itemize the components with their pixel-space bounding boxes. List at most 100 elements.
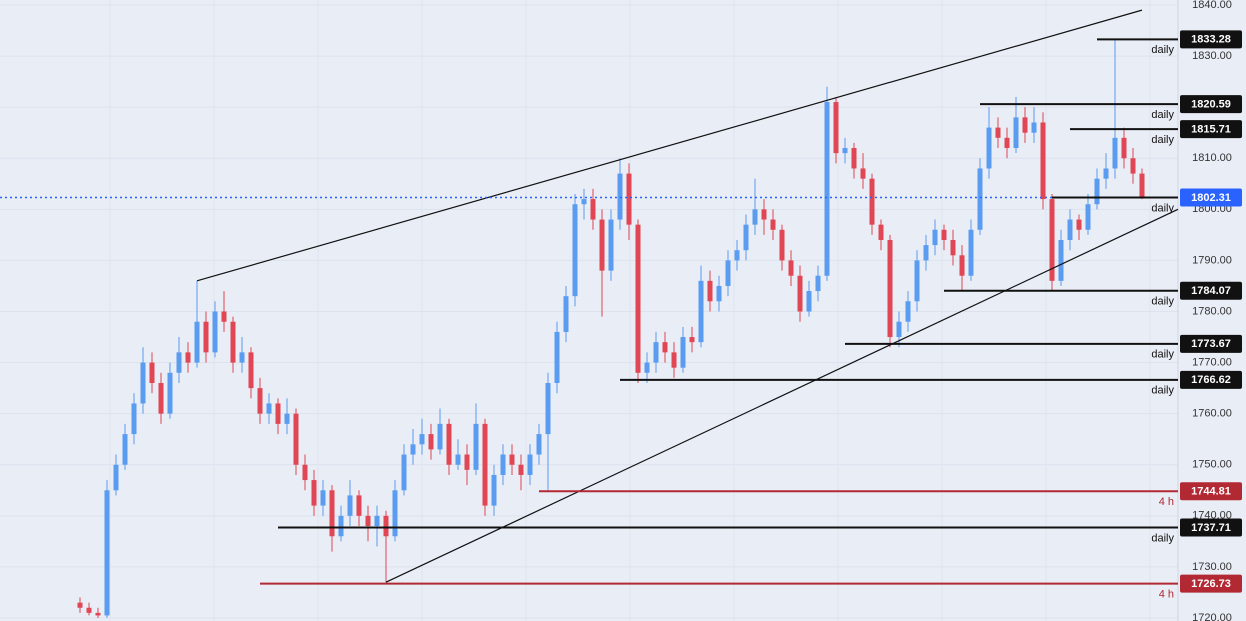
candle-body — [707, 280, 713, 302]
candle-body — [869, 178, 875, 225]
candle-body — [1121, 137, 1127, 159]
candle-body — [617, 173, 623, 220]
level-timeframe: daily — [1151, 349, 1174, 361]
candle-body — [347, 495, 353, 516]
candle-body — [1085, 204, 1091, 230]
candle-body — [896, 321, 902, 338]
candle-body — [167, 372, 173, 414]
candle-body — [257, 388, 263, 414]
candle-body — [86, 607, 92, 613]
candle-body — [716, 285, 722, 302]
candle-body — [149, 362, 155, 384]
candle-body — [473, 423, 479, 470]
candle-body — [878, 224, 884, 240]
candle-body — [761, 209, 767, 220]
price-label-box — [1180, 95, 1242, 114]
candle-body — [815, 275, 821, 292]
candle-body — [914, 260, 920, 302]
candle-body — [1067, 219, 1073, 240]
candle-body — [671, 352, 677, 368]
price-label-box — [1180, 30, 1242, 49]
candle-body — [779, 229, 785, 261]
candle-body — [995, 127, 1001, 138]
price-label-box — [1180, 334, 1242, 353]
price-label: 1744.81 — [1191, 486, 1231, 498]
candle-body — [410, 444, 416, 455]
candle-body — [1049, 199, 1055, 281]
candle-body — [401, 454, 407, 491]
candle-body — [383, 515, 389, 537]
candle-body — [95, 612, 101, 616]
candle-body — [950, 239, 956, 256]
candle-body — [581, 199, 587, 205]
candle-body — [1058, 239, 1064, 281]
candle-body — [941, 229, 947, 240]
candle-body — [176, 352, 182, 373]
price-label-box — [1180, 188, 1242, 207]
y-tick-label: 1770.00 — [1192, 356, 1232, 368]
candle-body — [311, 480, 317, 506]
y-tick-label: 1730.00 — [1192, 561, 1232, 573]
candle-body — [851, 148, 857, 169]
y-tick-label: 1780.00 — [1192, 305, 1232, 317]
candle-body — [365, 515, 371, 527]
candle-body — [1112, 137, 1118, 169]
candle-body — [752, 209, 758, 225]
candle-body — [284, 413, 290, 424]
candle-body — [689, 337, 695, 343]
candle-body — [563, 296, 569, 332]
candle-body — [518, 464, 524, 475]
candle-body — [392, 490, 398, 537]
candle-body — [653, 342, 659, 363]
candle-body — [122, 434, 128, 465]
candle-body — [698, 280, 704, 343]
candle-body — [1076, 219, 1082, 230]
candle-body — [185, 352, 191, 363]
candle-body — [482, 423, 488, 506]
price-label-box — [1180, 120, 1242, 139]
candle-body — [446, 423, 452, 465]
candle-body — [203, 321, 209, 353]
candle-body — [986, 127, 992, 169]
price-label-box — [1180, 370, 1242, 389]
candle-body — [806, 291, 812, 312]
candle-body — [302, 464, 308, 481]
candle-body — [770, 219, 776, 230]
candle-body — [662, 342, 668, 353]
candle-body — [725, 260, 731, 286]
candle-body — [491, 474, 497, 506]
candle-body — [977, 168, 983, 230]
candle-body — [743, 224, 749, 251]
level-timeframe: 4 h — [1159, 496, 1174, 508]
candle-body — [158, 383, 164, 414]
price-label: 1802.31 — [1191, 192, 1231, 204]
candle-body — [572, 204, 578, 297]
price-label-box — [1180, 518, 1242, 537]
candle-body — [968, 229, 974, 276]
candle-body — [338, 515, 344, 537]
trendline — [385, 208, 1179, 583]
candle-body — [509, 454, 515, 465]
candle-body — [599, 219, 605, 271]
candle-body — [77, 602, 83, 608]
candle-body — [554, 331, 560, 384]
candle-body — [923, 245, 929, 261]
candle-body — [626, 173, 632, 225]
candle-body — [275, 403, 281, 424]
level-timeframe: daily — [1151, 385, 1174, 397]
y-tick-label: 1840.00 — [1192, 0, 1232, 11]
candle-body — [428, 434, 434, 450]
candle-body — [329, 490, 335, 537]
candle-body — [500, 454, 506, 475]
candle-body — [239, 352, 245, 363]
candle-body — [248, 352, 254, 389]
candle-body — [113, 464, 119, 491]
candle-body — [644, 362, 650, 373]
price-label: 1833.28 — [1191, 34, 1231, 46]
price-label: 1766.62 — [1191, 374, 1231, 386]
candle-body — [860, 168, 866, 179]
candle-body — [1022, 117, 1028, 133]
price-label: 1773.67 — [1191, 338, 1231, 350]
candle-body — [419, 434, 425, 445]
candle-body — [536, 434, 542, 455]
